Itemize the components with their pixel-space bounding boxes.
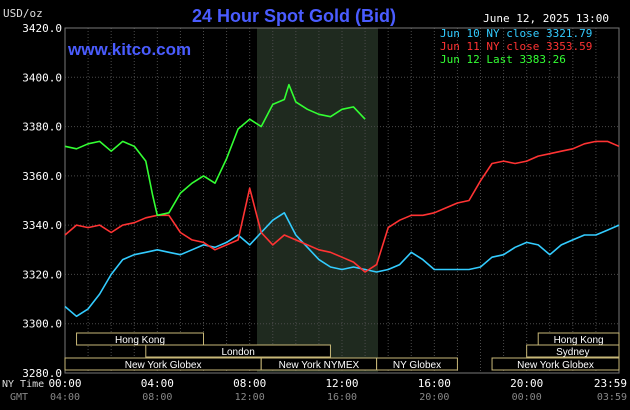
x-tick-ny: 23:59 <box>594 377 627 390</box>
ny-time-label: NY Time <box>2 379 44 390</box>
series-lines <box>64 83 620 318</box>
series-line-2 <box>64 83 366 217</box>
grid <box>65 28 619 373</box>
x-tick-ny: 20:00 <box>510 377 543 390</box>
session-bar: New York Globex <box>491 357 620 371</box>
session-label: New York Globex <box>125 360 202 371</box>
unit-label: USD/oz <box>3 7 43 20</box>
session-bar: NY Globex <box>376 357 458 371</box>
session-label: New York NYMEX <box>279 360 360 371</box>
session-bar: New York Globex <box>64 357 262 371</box>
x-tick-ny: 12:00 <box>325 377 358 390</box>
plot-frame <box>64 27 620 374</box>
x-tick-gmt: 08:00 <box>142 392 172 403</box>
session-label: New York Globex <box>517 360 594 371</box>
x-tick-ny: 04:00 <box>141 377 174 390</box>
watermark: www.kitco.com <box>67 40 191 59</box>
session-label: Hong Kong <box>554 335 604 346</box>
nymex-session-highlight <box>257 28 378 372</box>
x-tick-gmt: 16:00 <box>327 392 357 403</box>
y-tick-label: 3280.0 <box>22 367 62 380</box>
x-tick-gmt: 12:00 <box>235 392 265 403</box>
legend-jun11: Jun 11 NY close 3353.59 <box>440 40 592 53</box>
y-tick-label: 3340.0 <box>22 219 62 232</box>
y-tick-label: 3380.0 <box>22 121 62 134</box>
session-box <box>376 357 458 371</box>
legend: Jun 10 NY close 3321.79 Jun 11 NY close … <box>440 27 592 66</box>
session-bar: Sydney <box>526 344 620 358</box>
session-bar: New York NYMEX <box>260 357 378 371</box>
session-label: London <box>221 347 254 358</box>
series-line-0 <box>64 212 620 318</box>
session-bar: Hong Kong <box>537 332 620 346</box>
legend-jun10: Jun 10 NY close 3321.79 <box>440 27 592 40</box>
session-box <box>491 357 620 371</box>
session-bar: Hong Kong <box>76 332 204 346</box>
session-bar: London <box>145 344 331 358</box>
timestamp: June 12, 2025 13:00 <box>483 12 609 25</box>
y-tick-label: 3320.0 <box>22 268 62 281</box>
trading-sessions: Hong Kong Hong Kong London Sydney New York G… <box>64 332 620 371</box>
gmt-label: GMT <box>10 392 28 403</box>
session-box <box>76 332 204 346</box>
y-tick-label: 3400.0 <box>22 71 62 84</box>
y-tick-label: 3420.0 <box>22 22 62 35</box>
x-tick-ny: 16:00 <box>418 377 451 390</box>
legend-jun12: Jun 12 Last 3383.26 <box>440 53 566 66</box>
session-box <box>526 344 620 358</box>
x-tick-gmt: 00:00 <box>512 392 542 403</box>
session-label: Hong Kong <box>115 335 165 346</box>
session-label: NY Globex <box>393 360 441 371</box>
y-tick-label: 3360.0 <box>22 170 62 183</box>
session-label: Sydney <box>556 347 589 358</box>
x-tick-gmt: 04:00 <box>50 392 80 403</box>
y-tick-label: 3300.0 <box>22 318 62 331</box>
session-box <box>145 344 331 358</box>
y-axis-ticks: 3420.0 3400.0 3380.0 3360.0 3340.0 3320.0 3300… <box>22 22 62 380</box>
x-tick-gmt: 03:59 <box>597 392 627 403</box>
x-tick-ny: 00:00 <box>48 377 81 390</box>
x-tick-gmt: 20:00 <box>419 392 449 403</box>
chart-title: 24 Hour Spot Gold (Bid) <box>192 6 396 26</box>
x-tick-ny: 08:00 <box>233 377 266 390</box>
x-axis-ticks: 00:00 04:00 08:00 12:00 16:00 20:00 23:59 04:00… <box>48 377 627 403</box>
